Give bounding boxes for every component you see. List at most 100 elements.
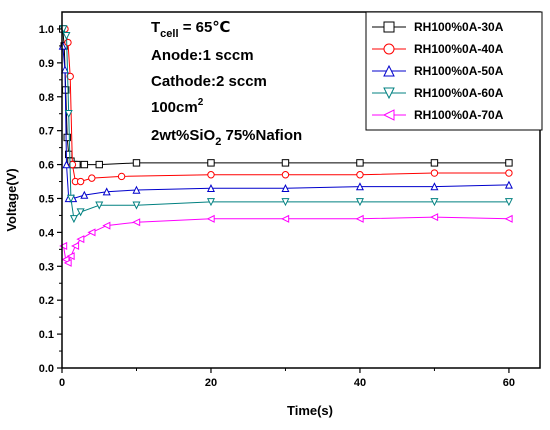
annotation-membrane-sub: 2 [215,136,221,148]
data-point [59,241,68,250]
data-point [76,208,85,217]
data-point [95,201,104,210]
legend-label: RH100%0A-40A [414,42,504,56]
data-point [69,215,78,224]
data-point [207,159,215,167]
series-4 [59,25,513,224]
data-point [505,159,513,167]
data-point [66,72,74,81]
axes: 0 20 40 60 0.0 0.1 0.2 0.3 0.4 0.5 0.6 0.7 0.8 0.9 1.0 [39,11,541,389]
data-point [207,171,215,179]
legend: RH100%0A-30A RH100%0A-40A RH100%0A-50A RH10… [365,11,543,131]
data-point [356,159,364,167]
data-point [355,182,364,191]
x-axis-label: Time(s) [287,403,333,418]
legend-item: RH100%0A-70A [372,108,504,122]
data-point [132,185,141,194]
legend-marker [383,87,395,100]
y-tick-label: 0.7 [39,126,54,138]
y-tick-label: 0.3 [39,261,54,273]
y-tick-label: 0.2 [39,295,54,307]
data-point [62,160,71,169]
data-point [281,214,290,223]
data-point [504,214,513,223]
y-tick-label: 0.0 [39,363,54,375]
data-point [281,198,290,207]
data-point [102,187,111,196]
legend-marker [383,21,395,33]
annotation-area: 100cm2 [151,97,204,116]
y-tick-label: 0.4 [39,227,55,239]
data-point [63,258,72,267]
data-point [132,201,141,210]
data-point [206,214,215,223]
annotation-temperature-main: T [151,19,160,36]
annotation-block: Tcell = 65℃ Anode:1 sccm Cathode:2 sccm … [151,19,302,148]
x-tick-label: 20 [205,377,217,389]
annotation-membrane: 2wt%SiO2 75%Nafion [151,127,302,148]
y-axis-label: Voltage(V) [4,168,19,231]
annotation-cathode: Cathode:2 sccm [151,73,267,90]
plot-frame [61,11,541,369]
annotation-anode: Anode:1 sccm [151,47,254,64]
annotation-area-main: 100cm [151,99,198,116]
data-point [281,183,290,193]
legend-item: RH100%0A-30A [372,20,504,34]
annotation-temperature-sub: cell [160,28,178,40]
data-point [66,194,75,203]
x-tick-label: 60 [503,377,515,389]
data-point [95,160,103,169]
annotation-temperature-rest: = 65℃ [179,19,231,36]
data-point [281,159,290,167]
data-point [132,218,141,227]
data-point [62,32,71,41]
data-point [430,182,439,191]
legend-label: RH100%0A-70A [414,108,504,122]
x-tick-label: 0 [59,377,65,389]
legend-marker [383,64,395,77]
data-point [76,235,85,244]
data-point [206,198,215,207]
data-point [430,213,439,222]
annotation-temperature: Tcell = 65℃ [151,19,230,40]
data-point [206,183,215,193]
data-point [102,221,111,230]
data-point [87,228,96,237]
data-point [80,190,89,199]
series-line [63,216,509,264]
y-tick-label: 0.8 [39,92,54,104]
data-point [63,133,71,142]
data-point [117,172,126,181]
annotation-area-sup: 2 [198,97,204,108]
legend-label: RH100%0A-30A [414,20,504,34]
data-point [60,65,69,74]
annotation-membrane-a: 2wt%SiO [151,127,216,144]
data-point [356,171,364,179]
data-point [504,198,513,207]
annotation-membrane-b: 75%Nafion [221,127,302,144]
data-point [430,198,439,207]
data-point [66,252,75,261]
data-point [76,177,85,186]
legend-marker [382,109,395,121]
legend-item: RH100%0A-50A [372,64,504,78]
y-tick-label: 0.6 [39,160,54,172]
y-tick-label: 0.9 [39,58,54,70]
data-point [64,110,73,119]
data-point [88,174,96,182]
data-point [430,159,439,167]
data-point [132,159,141,167]
data-point [64,38,72,47]
y-tick-label: 0.5 [39,193,54,205]
data-point [355,214,364,223]
legend-item: RH100%0A-60A [372,86,504,100]
data-point [430,169,439,177]
data-point [355,198,364,207]
data-point [71,241,80,250]
legend-label: RH100%0A-60A [414,86,504,100]
series-5 [59,213,513,267]
x-tick-label: 40 [354,377,366,389]
data-point [281,171,290,179]
